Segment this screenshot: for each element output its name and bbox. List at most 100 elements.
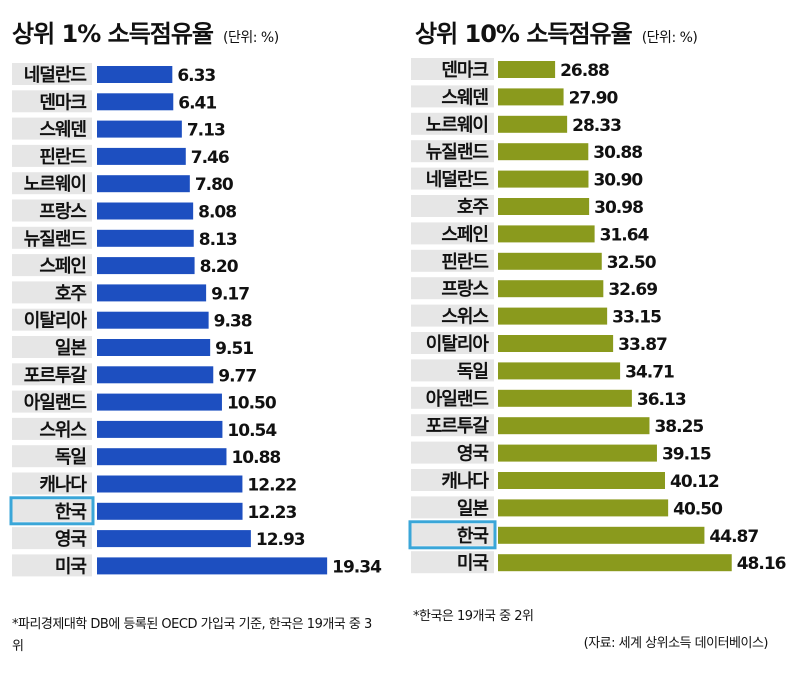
bar-row: 이탈리아 33.87 [411, 332, 668, 355]
value-label: 12.23 [248, 503, 297, 523]
bar [498, 170, 589, 188]
bar [498, 143, 589, 161]
category-label-bg [411, 469, 494, 491]
category-label: 독일 [457, 361, 489, 382]
bar [97, 147, 186, 165]
bar [97, 393, 222, 411]
value-label: 10.50 [227, 394, 277, 414]
category-label-bg [411, 112, 494, 135]
value-label: 40.50 [673, 499, 723, 519]
bar-row: 독일 10.88 [12, 445, 281, 468]
bar [498, 198, 590, 215]
bar [97, 311, 209, 329]
bar [498, 389, 632, 407]
value-label: 6.33 [177, 66, 215, 86]
source-credit: (자료: 세계 상위소득 데이터베이스) [583, 636, 769, 651]
bar [97, 420, 223, 438]
bar [97, 93, 174, 111]
value-label: 10.54 [227, 421, 277, 441]
top1-bar-chart: 네덜란드 6.33 덴마크 6.41 스웨덴 7.13 핀란드 7.46 노르웨이 7.80 프랑스… [9, 63, 383, 577]
category-label-bg [411, 332, 494, 354]
value-label: 8.08 [198, 203, 236, 223]
top1-footnote: *파리경제대학 DB에 등록된 OECD 가입국 기준, 한국은 19개국 중 … [12, 617, 372, 654]
category-label-bg [411, 414, 494, 437]
category-label-bg [12, 336, 92, 358]
value-label: 32.50 [607, 253, 657, 273]
category-label-bg [411, 523, 494, 546]
category-label: 포르투갈 [24, 364, 88, 386]
bar-row: 뉴질랜드 30.88 [411, 140, 643, 163]
bar-row: 프랑스 32.69 [411, 277, 658, 300]
highlight-box [9, 496, 95, 526]
top1-chart-title: 상위 1% 소득점유율 [12, 20, 214, 48]
category-label-bg [12, 281, 92, 304]
bar-row: 덴마크 6.41 [12, 90, 217, 113]
bar [97, 339, 211, 356]
bar-row: 영국 39.15 [411, 441, 712, 465]
top1-title-row: 상위 1% 소득점유율 (단위: %) [12, 14, 279, 49]
category-label-bg [12, 390, 92, 413]
value-label: 7.13 [187, 121, 225, 141]
category-label-bg [12, 117, 92, 140]
value-label: 12.93 [256, 530, 305, 550]
bar-row: 한국 12.23 [9, 496, 297, 526]
category-label-bg [12, 472, 92, 495]
category-label: 스웨덴 [441, 87, 488, 108]
bar [498, 499, 669, 517]
category-label-bg [411, 441, 494, 464]
category-label: 덴마크 [441, 60, 488, 81]
value-label: 9.17 [211, 284, 249, 304]
category-label-bg [411, 222, 494, 245]
value-label: 10.88 [231, 448, 280, 468]
category-label-bg [12, 90, 92, 113]
category-label-bg [411, 304, 494, 327]
value-label: 8.20 [200, 257, 239, 277]
value-label: 40.12 [670, 472, 719, 492]
value-label: 44.87 [709, 527, 758, 547]
value-label: 12.22 [247, 476, 296, 496]
bar [498, 335, 614, 352]
bar-row: 캐나다 40.12 [411, 469, 720, 492]
value-label: 36.13 [637, 390, 686, 410]
bar-row: 프랑스 8.08 [12, 199, 237, 223]
category-label-bg [12, 254, 92, 277]
category-label: 뉴질랜드 [24, 229, 87, 250]
bar [97, 502, 243, 520]
category-label: 핀란드 [39, 147, 86, 168]
category-label: 독일 [55, 447, 87, 468]
bar [97, 530, 251, 548]
value-label: 33.15 [612, 308, 661, 328]
category-label: 캐나다 [39, 475, 87, 496]
bar [498, 444, 657, 462]
value-label: 30.98 [594, 198, 643, 218]
bar [97, 120, 182, 138]
bar [498, 252, 602, 270]
bar-row: 아일랜드 10.50 [12, 390, 278, 414]
category-label: 영국 [55, 529, 87, 550]
value-label: 26.88 [560, 61, 609, 81]
category-label: 호주 [457, 197, 489, 218]
category-label: 스웨덴 [39, 120, 86, 141]
category-label: 호주 [55, 283, 87, 304]
category-label-bg [411, 58, 494, 80]
bar [498, 61, 556, 78]
bar-row: 스페인 31.64 [411, 222, 651, 245]
bar-row: 핀란드 32.50 [411, 249, 658, 273]
value-label: 34.71 [625, 362, 674, 382]
top10-unit-label: (단위: %) [641, 30, 698, 46]
category-label: 스페인 [39, 256, 86, 277]
top10-footnote: *한국은 19개국 중 2위 [413, 609, 534, 624]
bar [498, 225, 595, 243]
bar-row: 호주 30.98 [411, 195, 644, 218]
category-label: 뉴질랜드 [426, 142, 489, 163]
top1-unit-label: (단위: %) [223, 30, 279, 46]
category-label: 노르웨이 [24, 174, 86, 195]
category-label-bg [411, 249, 494, 272]
category-label-bg [12, 499, 92, 522]
bar-row: 이탈리아 9.38 [12, 308, 253, 332]
category-label: 아일랜드 [426, 389, 489, 410]
category-label-bg [12, 554, 92, 577]
value-label: 8.13 [199, 230, 237, 250]
value-label: 38.25 [654, 417, 703, 437]
category-label: 영국 [457, 444, 489, 465]
